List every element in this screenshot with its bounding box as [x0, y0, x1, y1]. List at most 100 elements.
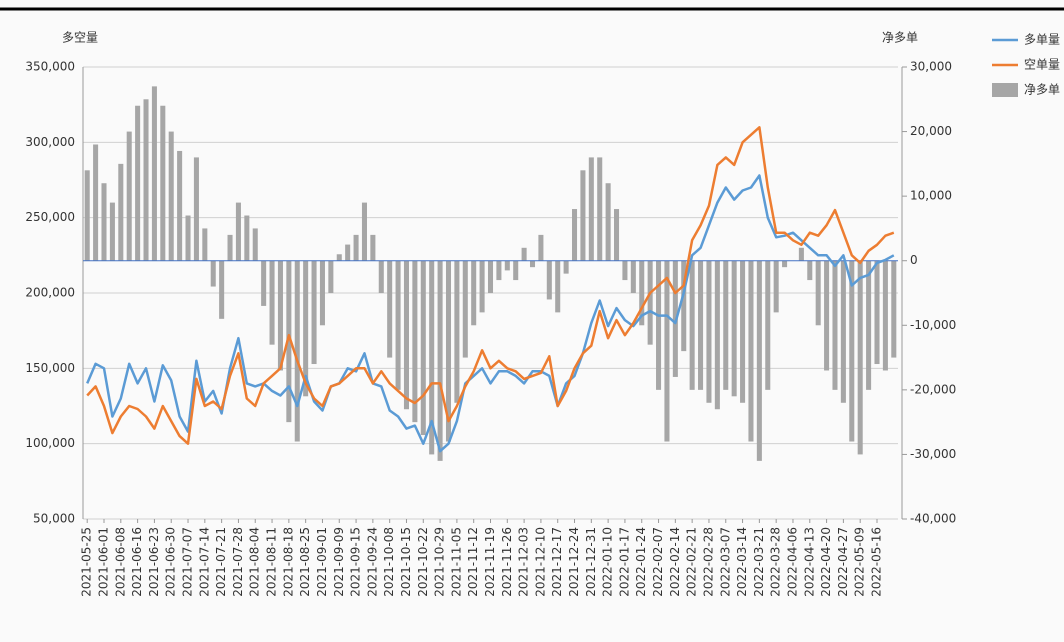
bar	[445, 260, 452, 442]
x-tick-label: 2022-02-14	[668, 527, 682, 597]
bar	[462, 260, 468, 358]
x-tick-label: 2021-12-31	[584, 527, 598, 597]
bar	[698, 260, 704, 390]
bar	[706, 260, 712, 403]
bar	[126, 131, 132, 261]
bar	[387, 260, 393, 358]
x-tick-label: 2021-07-28	[231, 527, 245, 597]
x-tick-label: 2021-09-09	[332, 527, 346, 597]
bar	[471, 260, 477, 326]
x-tick-label: 2022-03-07	[718, 527, 732, 597]
bar	[882, 260, 888, 371]
x-tick-label: 2021-07-21	[214, 527, 228, 597]
x-tick-label: 2021-10-15	[399, 527, 413, 597]
x-tick-label: 2022-03-28	[769, 527, 783, 597]
bar	[412, 260, 418, 423]
y2-axis-title: 净多单	[882, 31, 918, 45]
bar	[756, 260, 762, 461]
bar	[370, 234, 376, 261]
x-tick-label: 2021-10-08	[382, 527, 396, 597]
bar	[235, 202, 241, 261]
x-tick-label: 2022-04-27	[836, 527, 850, 597]
y2-tick-label: -30,000	[910, 447, 956, 461]
bar	[782, 260, 788, 268]
y-axis-title: 多空量	[62, 31, 98, 45]
bar	[202, 228, 208, 261]
bar	[866, 260, 872, 390]
y-tick-label: 150,000	[25, 361, 75, 375]
x-tick-label: 2021-09-01	[315, 527, 329, 597]
x-tick-label: 2021-08-04	[248, 527, 262, 597]
bar	[177, 150, 183, 261]
bar	[572, 209, 578, 261]
bar	[378, 260, 384, 293]
x-tick-label: 2021-06-01	[97, 527, 111, 597]
bar	[193, 157, 199, 261]
bar	[151, 86, 157, 261]
y-tick-label: 200,000	[25, 286, 75, 300]
x-tick-label: 2022-01-10	[601, 527, 615, 597]
bar	[563, 260, 569, 274]
bar	[479, 260, 485, 313]
bar	[521, 247, 527, 261]
bar	[429, 260, 435, 455]
x-tick-label: 2021-11-05	[449, 527, 463, 597]
x-tick-label: 2021-12-17	[550, 527, 564, 597]
y2-tick-label: 10,000	[910, 189, 952, 203]
bar	[740, 260, 746, 403]
bar	[269, 260, 275, 345]
bar	[353, 234, 359, 261]
bar	[135, 105, 141, 261]
x-tick-label: 2021-08-18	[281, 527, 295, 597]
bar	[168, 131, 174, 261]
x-tick-label: 2021-11-12	[466, 527, 480, 597]
bar	[857, 260, 863, 455]
x-tick-label: 2022-01-17	[617, 527, 631, 597]
bar	[109, 202, 115, 261]
legend-label: 多单量	[1024, 33, 1060, 47]
bar	[403, 260, 409, 410]
line	[86, 126, 895, 445]
bar	[546, 260, 552, 300]
y-tick-label: 50,000	[33, 512, 75, 526]
bar	[656, 260, 662, 390]
x-tick-label: 2021-09-24	[365, 527, 379, 597]
bar	[319, 260, 325, 326]
x-tick-label: 2021-08-25	[298, 527, 312, 597]
bar	[891, 260, 897, 358]
bar	[395, 260, 401, 390]
x-tick-label: 2021-07-14	[197, 527, 211, 597]
x-tick-label: 2022-05-16	[869, 527, 883, 597]
bar	[93, 144, 99, 261]
x-tick-label: 2022-04-13	[802, 527, 816, 597]
bar	[798, 247, 804, 261]
legend-swatch	[992, 83, 1018, 97]
x-tick-label: 2022-02-07	[651, 527, 665, 597]
bar	[118, 163, 124, 261]
y2-tick-label: -40,000	[910, 512, 956, 526]
bar	[160, 105, 166, 261]
bar	[622, 260, 628, 281]
bar	[244, 215, 250, 261]
bar	[538, 234, 544, 261]
bar	[630, 260, 636, 293]
bar	[689, 260, 695, 390]
bar	[84, 170, 90, 261]
y-tick-label: 250,000	[25, 210, 75, 224]
bar	[345, 244, 351, 261]
x-tick-label: 2022-03-14	[735, 527, 749, 597]
bar	[832, 260, 838, 390]
bar	[294, 260, 300, 442]
bar	[681, 260, 687, 352]
bar	[647, 260, 653, 345]
x-tick-label: 2022-01-24	[634, 527, 648, 597]
bar	[303, 260, 309, 397]
bar	[143, 99, 149, 261]
bar	[639, 260, 645, 326]
bar	[840, 260, 846, 403]
y2-tick-label: -10,000	[910, 318, 956, 332]
bar	[311, 260, 317, 365]
bar	[815, 260, 821, 326]
y2-tick-label: 30,000	[910, 60, 952, 74]
